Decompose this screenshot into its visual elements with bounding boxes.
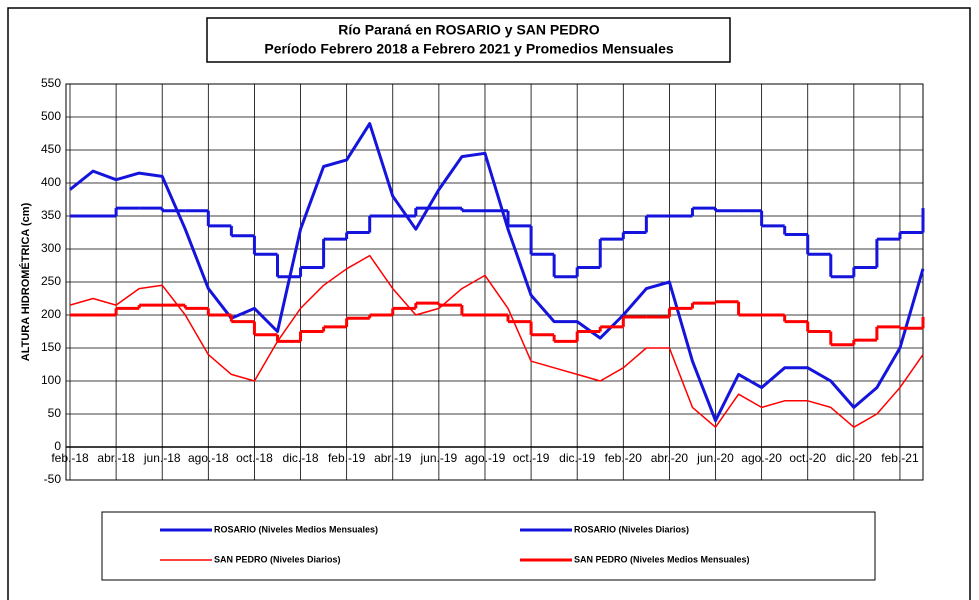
y-axis-label: ALTURA HIDROMÉTRICA (cm) bbox=[19, 202, 32, 361]
x-tick-label: feb.-19 bbox=[328, 451, 366, 465]
legend-label: ROSARIO (Niveles Diarios) bbox=[574, 524, 689, 534]
y-tick-label: -50 bbox=[44, 472, 62, 486]
title-box bbox=[206, 17, 731, 63]
y-tick-label: 250 bbox=[41, 274, 61, 288]
y-tick-label: 450 bbox=[41, 142, 61, 156]
x-tick-label: oct.-20 bbox=[789, 451, 826, 465]
x-tick-label: dic.-18 bbox=[283, 451, 319, 465]
x-tick-label: jun.-19 bbox=[420, 451, 458, 465]
x-tick-label: dic.-19 bbox=[559, 451, 595, 465]
y-tick-label: 150 bbox=[41, 340, 61, 354]
x-tick-label: feb.-18 bbox=[51, 451, 89, 465]
line-series bbox=[69, 122, 925, 423]
x-tick-label: jun.-20 bbox=[696, 451, 734, 465]
chart-title: Río Paraná en ROSARIO y SAN PEDRO bbox=[338, 22, 600, 38]
x-tick-label: ago.-20 bbox=[741, 451, 782, 465]
y-tick-label: 0 bbox=[54, 439, 61, 453]
y-tick-label: 200 bbox=[41, 307, 61, 321]
legend-label: SAN PEDRO (Niveles Diarios) bbox=[214, 554, 341, 564]
x-tick-label: abr.-20 bbox=[651, 451, 689, 465]
x-tick-label: feb.-20 bbox=[605, 451, 643, 465]
x-tick-label: feb.-21 bbox=[881, 451, 919, 465]
x-tick-label: abr.-19 bbox=[374, 451, 412, 465]
x-tick-label: abr.-18 bbox=[97, 451, 135, 465]
y-tick-label: 400 bbox=[41, 175, 61, 189]
y-tick-label: 350 bbox=[41, 208, 61, 222]
legend-label: SAN PEDRO (Niveles Medios Mensuales) bbox=[574, 554, 750, 564]
legend-label: ROSARIO (Niveles Medios Mensuales) bbox=[214, 524, 378, 534]
chart-subtitle: Período Febrero 2018 a Febrero 2021 y Pr… bbox=[264, 41, 673, 57]
y-tick-label: 550 bbox=[41, 76, 61, 90]
x-tick-label: oct.-18 bbox=[236, 451, 273, 465]
x-tick-label: oct.-19 bbox=[513, 451, 550, 465]
chart-border bbox=[7, 7, 971, 600]
x-tick-label: jun.-18 bbox=[143, 451, 181, 465]
y-tick-label: 100 bbox=[41, 373, 61, 387]
line-series bbox=[69, 254, 924, 428]
y-tick-label: 50 bbox=[48, 406, 62, 420]
x-tick-label: ago.-19 bbox=[465, 451, 506, 465]
y-tick-label: 300 bbox=[41, 241, 61, 255]
y-tick-label: 500 bbox=[41, 109, 61, 123]
x-tick-label: dic.-20 bbox=[836, 451, 872, 465]
x-tick-label: ago.-18 bbox=[188, 451, 229, 465]
legend-box bbox=[101, 511, 876, 581]
